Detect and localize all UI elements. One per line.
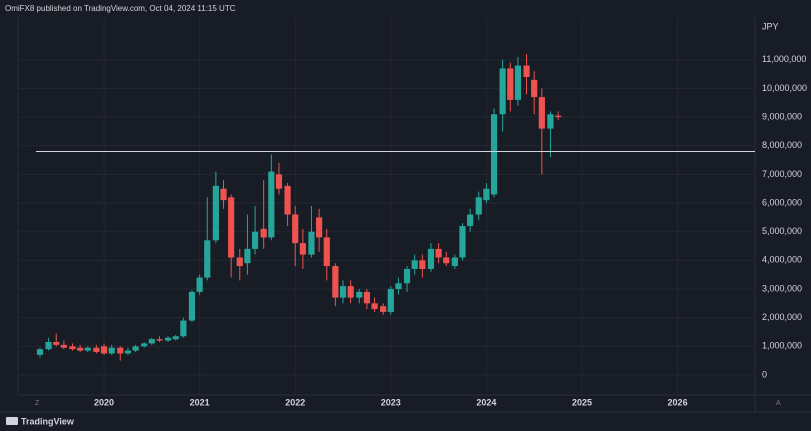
candle-body <box>371 303 378 310</box>
candle-body <box>268 171 275 238</box>
candle-body <box>188 291 196 321</box>
candle-body <box>523 65 530 78</box>
candle-body <box>60 344 67 348</box>
y-tick-label: 2,000,000 <box>762 312 802 322</box>
candle-body <box>148 339 155 344</box>
candle-body <box>538 97 545 129</box>
candle-body <box>427 248 435 269</box>
candle-body <box>108 347 115 354</box>
axis-button[interactable]: Z <box>35 400 40 407</box>
candle-body <box>156 339 163 341</box>
candle-body <box>531 79 538 98</box>
candle-body <box>236 257 243 267</box>
candle-body <box>284 185 291 215</box>
candle-body <box>443 257 450 264</box>
candle-body <box>419 260 426 269</box>
y-tick-label: 5,000,000 <box>762 226 802 236</box>
candle-body <box>347 286 354 298</box>
candle-body <box>363 291 371 304</box>
y-tick-label: 7,000,000 <box>762 169 802 179</box>
x-tick-label: 2021 <box>190 397 210 407</box>
y-tick-label: 1,000,000 <box>762 341 802 351</box>
y-tick-label: 3,000,000 <box>762 283 802 293</box>
candle-body <box>117 347 124 354</box>
candle-body <box>483 188 490 201</box>
candle-body <box>332 266 339 298</box>
candle-body <box>316 217 323 238</box>
y-tick-label: 4,000,000 <box>762 255 802 265</box>
candle-body <box>507 68 514 100</box>
candle-body <box>172 336 179 340</box>
candle-body <box>323 237 330 267</box>
candle-body <box>228 197 235 258</box>
candle-body <box>299 243 306 255</box>
x-tick-label: 2022 <box>285 397 305 407</box>
candle-body <box>84 347 91 351</box>
candle-body <box>467 214 474 226</box>
candle-body <box>356 291 363 298</box>
candle-body <box>77 347 84 351</box>
currency-label: JPY <box>762 21 779 31</box>
candle-body <box>124 350 132 354</box>
x-tick-label: 2025 <box>572 397 592 407</box>
candle-body <box>292 214 299 244</box>
candle-body <box>435 248 442 258</box>
candle-body <box>180 320 187 337</box>
candle-body <box>547 114 554 129</box>
y-tick-label: 11,000,000 <box>762 54 806 64</box>
candle-body <box>251 231 259 249</box>
candle-body <box>53 342 60 345</box>
header: OmiFX8 published on TradingView.com, Oct… <box>5 4 236 13</box>
candle-body <box>132 346 139 351</box>
candle-body <box>554 115 562 118</box>
footer-logo[interactable]: TradingView <box>21 416 75 426</box>
candle-body <box>141 343 148 347</box>
x-tick-label: 2020 <box>94 397 114 407</box>
candle-body <box>459 225 466 258</box>
candle-body <box>244 248 251 264</box>
candle-body <box>490 114 498 195</box>
candle-body <box>387 289 394 312</box>
candle-body <box>93 347 100 353</box>
x-tick-label: 2023 <box>381 397 401 407</box>
candle-body <box>69 346 76 350</box>
candle-body <box>100 346 108 354</box>
x-tick-label: 2026 <box>668 397 688 407</box>
y-tick-label: 6,000,000 <box>762 197 802 207</box>
y-tick-label: 10,000,000 <box>762 83 807 93</box>
candle-body <box>395 283 402 290</box>
candle-body <box>220 188 227 201</box>
candle-body <box>411 260 418 269</box>
y-tick-label: 8,000,000 <box>762 140 802 150</box>
logo-icon <box>6 417 18 425</box>
candle-body <box>275 174 283 189</box>
plot-area: 0 1,000,000 2,000,000 3,000,000 4,000,000 5,0… <box>18 18 807 407</box>
candle-body <box>308 231 315 255</box>
candle-body <box>380 306 387 312</box>
candle-body <box>499 68 506 115</box>
x-tick-label: 2024 <box>476 397 496 407</box>
candle-body <box>514 65 522 100</box>
y-tick-label: 0 <box>762 369 767 379</box>
candle-body <box>475 197 482 215</box>
candle-body <box>164 337 172 341</box>
candle-body <box>196 277 203 292</box>
candle-body <box>212 185 219 241</box>
candle-body <box>45 342 52 350</box>
candle-body <box>36 349 44 355</box>
candle-body <box>204 240 211 278</box>
candle-body <box>451 257 458 267</box>
y-tick-label: 9,000,000 <box>762 111 802 121</box>
candle-body <box>339 286 347 298</box>
candle-body <box>403 268 411 284</box>
candle-body <box>260 228 267 238</box>
axis-button[interactable]: A <box>776 400 781 407</box>
